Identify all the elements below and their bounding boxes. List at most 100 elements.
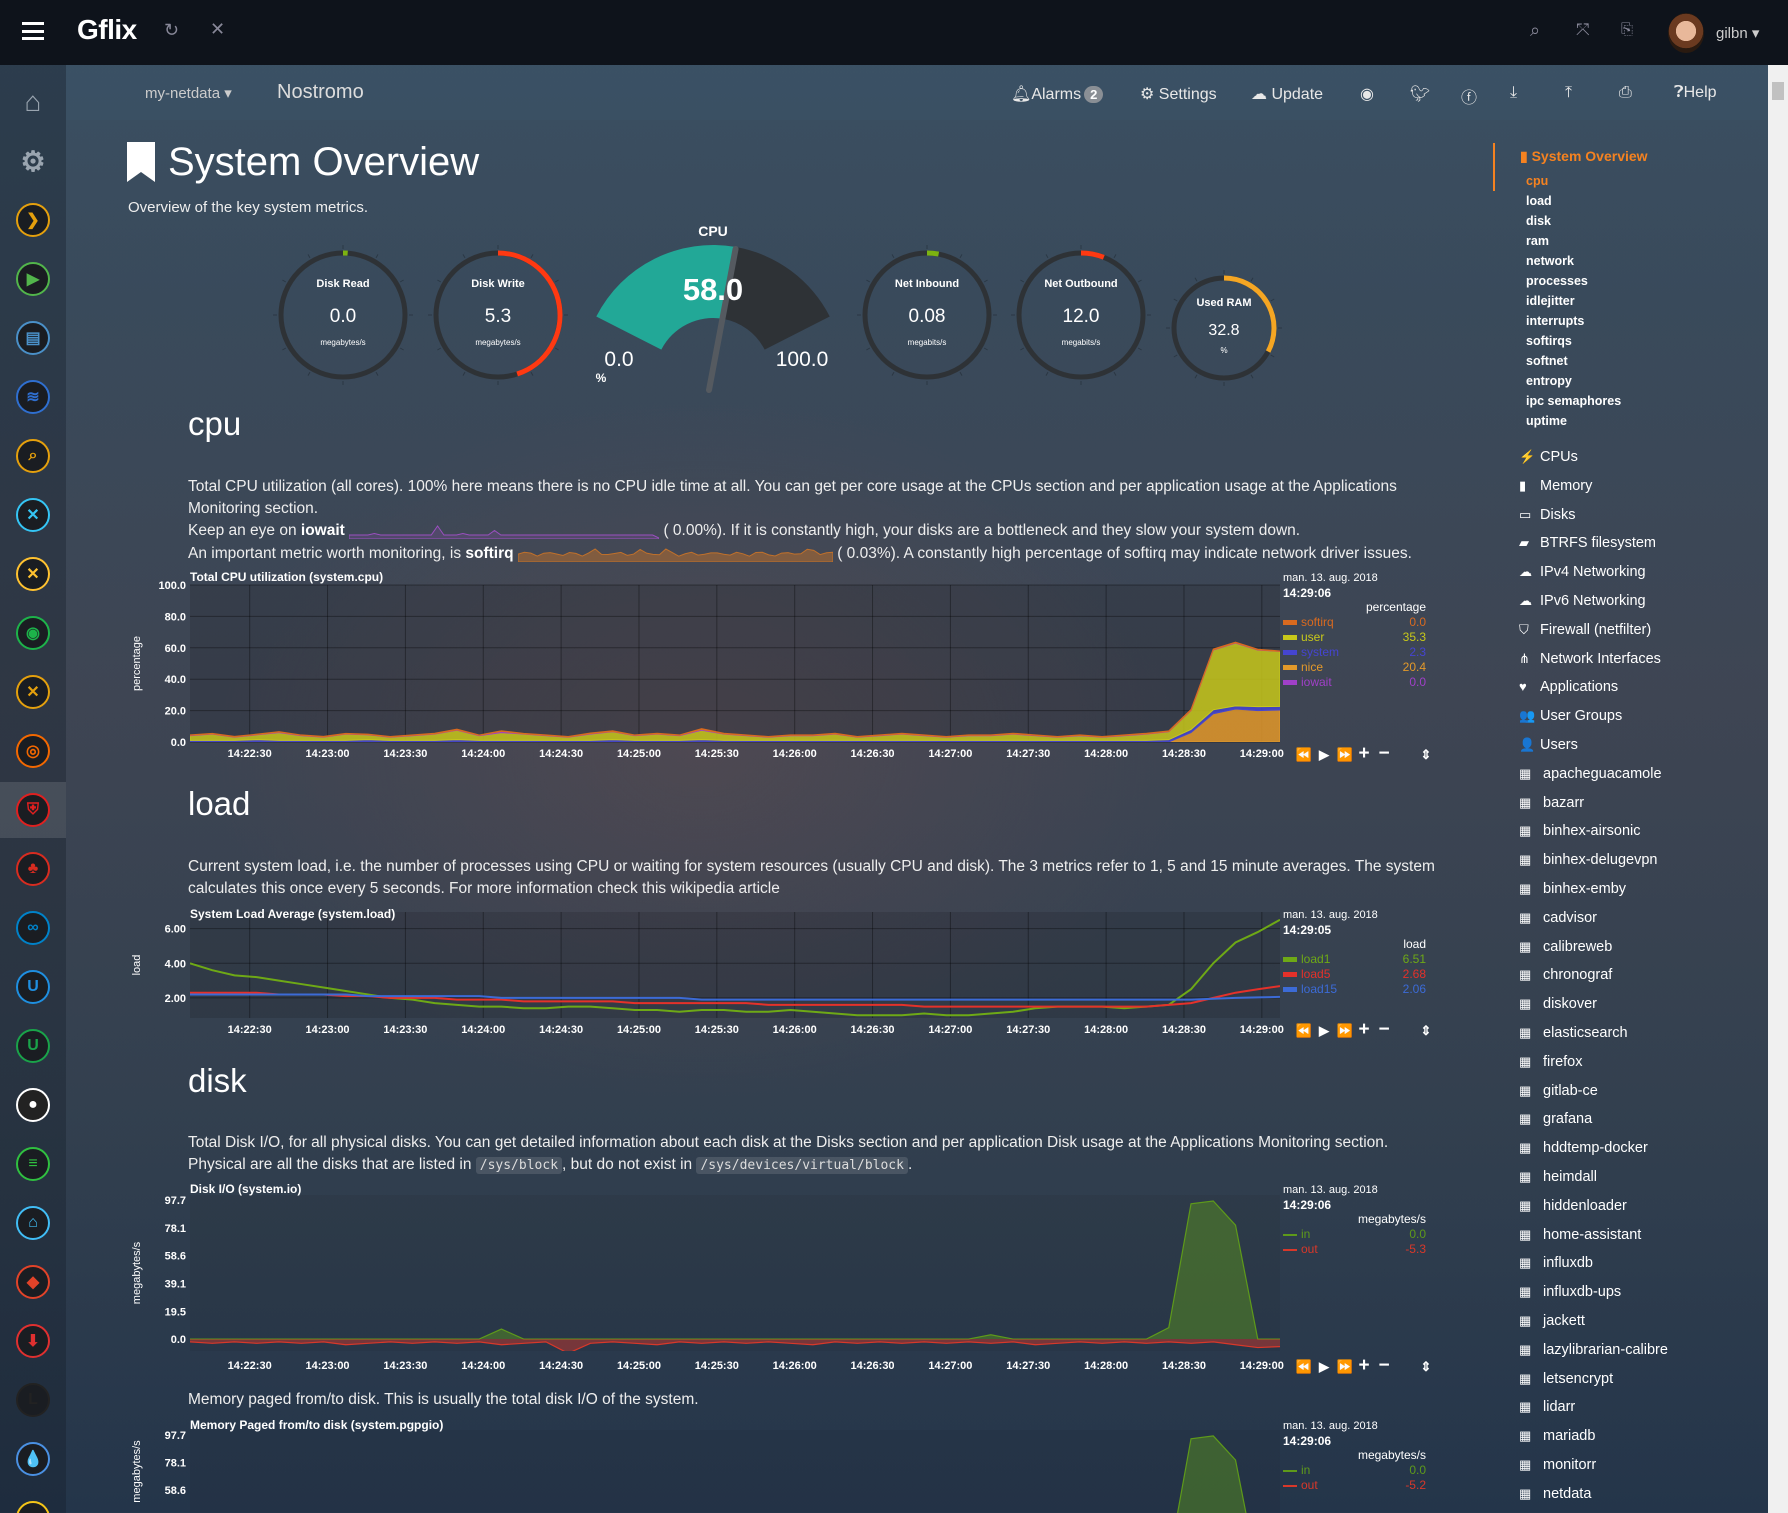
airsonic-icon[interactable]: ≋ <box>16 380 50 414</box>
radarr-icon[interactable]: ✕ <box>16 557 50 591</box>
rightnav-item-binhex-delugevpn[interactable]: ▦ binhex-delugevpn <box>1519 852 1658 869</box>
chart-pgpgio[interactable]: Memory Paged from/to disk (system.pgpgio… <box>131 1418 1426 1513</box>
resize-handle[interactable]: ⇕ <box>1421 1023 1432 1038</box>
fast-forward-button[interactable]: ⏩ <box>1337 1023 1353 1038</box>
hostname[interactable]: Nostromo <box>277 81 364 103</box>
download-icon[interactable]: ⬇ <box>16 1324 50 1358</box>
settings-icon[interactable]: ⚙ <box>20 145 46 177</box>
scrollbar-thumb[interactable] <box>1772 82 1784 100</box>
gitlab-icon[interactable]: ◆ <box>16 1265 50 1299</box>
rightnav-sub-network[interactable]: network <box>1526 254 1574 268</box>
refresh-icon[interactable]: ↻ <box>164 20 180 40</box>
rightnav-item-bazarr[interactable]: ▦ bazarr <box>1519 794 1585 811</box>
rightnav-item-users[interactable]: 👤 Users <box>1519 737 1578 753</box>
resize-handle[interactable]: ⇕ <box>1421 747 1432 762</box>
rightnav-item-hiddenloader[interactable]: ▦ hiddenloader <box>1519 1197 1627 1214</box>
rightnav-item-influxdb[interactable]: ▦ influxdb <box>1519 1255 1593 1272</box>
rightnav-item-elasticsearch[interactable]: ▦ elasticsearch <box>1519 1025 1628 1041</box>
rightnav-item-firewall-netfilter-[interactable]: ⛉ Firewall (netfilter) <box>1519 621 1652 638</box>
fast-forward-button[interactable]: ⏩ <box>1337 747 1353 762</box>
resize-handle[interactable]: ⇕ <box>1421 1359 1432 1374</box>
settings-button[interactable]: ⚙ Settings <box>1140 86 1217 103</box>
legend-item-nice[interactable]: nice 20.4 <box>1283 660 1426 674</box>
rightnav-item-mariadb[interactable]: ▦ mariadb <box>1519 1428 1596 1445</box>
rightnav-item-binhex-emby[interactable]: ▦ binhex-emby <box>1519 881 1627 897</box>
play-button[interactable]: ▶ <box>1318 1023 1330 1038</box>
rightnav-item-binhex-airsonic[interactable]: ▦ binhex-airsonic <box>1519 823 1641 840</box>
legend-item-user[interactable]: user 35.3 <box>1283 630 1426 644</box>
download-icon[interactable]: ⤓ <box>1510 84 1518 101</box>
rewind-button[interactable]: ⏪ <box>1296 1359 1312 1374</box>
fullscreen-icon[interactable]: ⤧ <box>1576 20 1590 39</box>
rightnav-sub-load[interactable]: load <box>1526 194 1552 208</box>
rightnav-sub-disk[interactable]: disk <box>1526 214 1552 228</box>
avatar[interactable] <box>1668 13 1704 53</box>
play-button[interactable]: ▶ <box>1318 747 1330 762</box>
lazylibrarian-icon[interactable]: L <box>16 1383 50 1417</box>
rightnav-sub-interrupts[interactable]: interrupts <box>1526 314 1585 328</box>
github-icon[interactable]: ◉ <box>1360 86 1374 103</box>
rightnav-item-jackett[interactable]: ▦ jackett <box>1519 1313 1585 1329</box>
rightnav-item-chronograf[interactable]: ▦ chronograf <box>1519 967 1613 984</box>
ouroboros-icon[interactable]: ● <box>16 1088 50 1122</box>
user-menu[interactable]: gilbn ▾ <box>1716 25 1760 42</box>
lidarr-icon[interactable]: ◉ <box>16 616 50 650</box>
grafana-icon[interactable]: ◎ <box>16 734 50 768</box>
chart-load[interactable]: System Load Average (system.load) 2.00 4.0… <box>131 907 1431 1040</box>
rightnav-item-firefox[interactable]: ▦ firefox <box>1519 1053 1583 1070</box>
rightnav-sub-processes[interactable]: processes <box>1526 274 1588 288</box>
rightnav-item-memory[interactable]: ▮ Memory <box>1519 477 1593 494</box>
fast-forward-button[interactable]: ⏩ <box>1337 1359 1353 1374</box>
plex-icon[interactable]: ❯ <box>16 203 50 237</box>
rewind-button[interactable]: ⏪ <box>1296 1023 1312 1038</box>
chart-cpu[interactable]: Total CPU utilization (system.cpu)0.020.… <box>131 570 1431 764</box>
rightnav-sub-softirqs[interactable]: softirqs <box>1526 334 1572 348</box>
rightnav-item-ipv6-networking[interactable]: ☁ IPv6 Networking <box>1519 593 1646 609</box>
rewind-button[interactable]: ⏪ <box>1296 747 1312 762</box>
rightnav-item-heimdall[interactable]: ▦ heimdall <box>1519 1169 1597 1185</box>
legend-item-out[interactable]: out -5.3 <box>1283 1242 1426 1256</box>
zoom-in-button[interactable]: + <box>1358 1355 1369 1376</box>
legend-item-load5[interactable]: load5 2.68 <box>1283 967 1426 981</box>
rightnav-item-applications[interactable]: ♥ Applications <box>1519 679 1619 696</box>
redis-icon[interactable]: ♣ <box>16 852 50 886</box>
rightnav-sub-cpu[interactable]: cpu <box>1526 174 1549 188</box>
deluge-icon[interactable]: 💧 <box>16 1442 50 1476</box>
facebook-icon[interactable]: ⓕ <box>1461 90 1478 107</box>
chart-disk[interactable]: Disk I/O (system.io) 0.0 19.5 39.1 58.6 78.1 9… <box>131 1182 1431 1376</box>
rightnav-item-home-assistant[interactable]: ▦ home-assistant <box>1519 1226 1642 1243</box>
rightnav-item-btrfs-filesystem[interactable]: ▰ BTRFS filesystem <box>1519 535 1657 552</box>
rightnav-item-ipv4-networking[interactable]: ☁ IPv4 Networking <box>1519 564 1646 581</box>
rightnav-item-lazylibrarian-calibre[interactable]: ▦ lazylibrarian-calibre <box>1519 1341 1668 1358</box>
rightnav-item-cpus[interactable]: ⚡ CPUs <box>1519 449 1578 465</box>
unifi-controller-icon[interactable]: U <box>16 1029 50 1063</box>
rightnav-item-diskover[interactable]: ▦ diskover <box>1519 996 1597 1013</box>
rightnav-item-influxdb-ups[interactable]: ▦ influxdb-ups <box>1519 1284 1622 1301</box>
rightnav-item-hddtemp-docker[interactable]: ▦ hddtemp-docker <box>1519 1140 1648 1157</box>
monitorr-icon[interactable]: ≡ <box>16 1147 50 1181</box>
legend-item-softirq[interactable]: softirq 0.0 <box>1283 615 1426 629</box>
legend-item-load1[interactable]: load1 6.51 <box>1283 952 1426 966</box>
home-assistant-icon[interactable]: ⌂ <box>16 1206 50 1240</box>
legend-item-iowait[interactable]: iowait 0.0 <box>1283 675 1426 689</box>
rightnav-item-cadvisor[interactable]: ▦ cadvisor <box>1519 909 1597 926</box>
tautulli-icon[interactable]: ✕ <box>16 675 50 709</box>
brand-logo[interactable]: Gflix <box>77 14 137 45</box>
unifi-icon[interactable]: U <box>16 970 50 1004</box>
legend-item-in[interactable]: in 0.0 <box>1283 1227 1426 1241</box>
legend-item-system[interactable]: system 2.3 <box>1283 645 1426 659</box>
home-icon[interactable]: ⌂ <box>24 86 42 117</box>
rightnav-item-user-groups[interactable]: 👥 User Groups <box>1519 708 1623 725</box>
scrollbar[interactable] <box>1768 65 1788 1513</box>
play-button[interactable]: ▶ <box>1318 1359 1330 1374</box>
rightnav-sub-ipc-semaphores[interactable]: ipc semaphores <box>1526 394 1622 408</box>
upload-icon[interactable]: ⤒ <box>1565 84 1573 101</box>
rightnav-sub-uptime[interactable]: uptime <box>1526 414 1567 428</box>
rightnav-item-gitlab-ce[interactable]: ▦ gitlab-ce <box>1519 1082 1598 1099</box>
alarms-button[interactable]: 🔔︎Alarms 2 <box>1011 84 1104 104</box>
rightnav-sub-ram[interactable]: ram <box>1526 234 1549 248</box>
rightnav-sub-entropy[interactable]: entropy <box>1526 374 1572 388</box>
help-button[interactable]: ❓︎Help <box>1674 84 1717 101</box>
zoom-out-button[interactable]: − <box>1378 743 1389 764</box>
rightnav-item-grafana[interactable]: ▦ grafana <box>1519 1111 1593 1128</box>
